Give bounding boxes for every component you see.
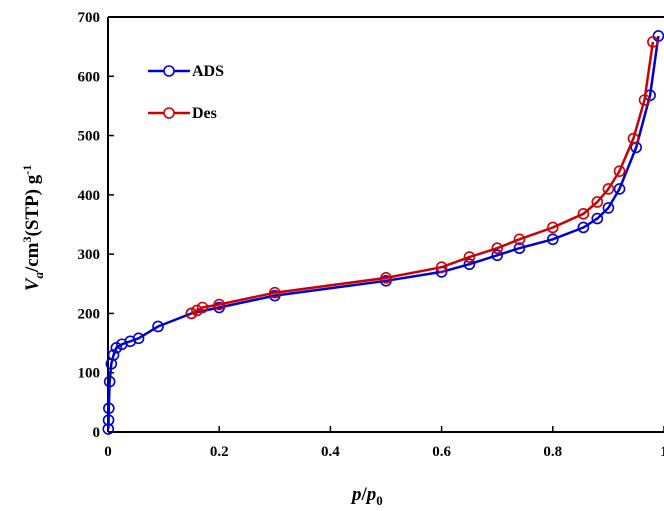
data-point-des [577,208,590,220]
y-title-sub-a: a [31,272,46,279]
data-point-des [185,307,198,320]
x-title-sep: / [361,484,368,505]
data-point-ads [613,183,626,195]
y-title-v: V [22,277,43,291]
data-point-ads [107,349,120,361]
series-line-des [190,41,655,315]
data-point-des [627,132,640,145]
legend-label-ads: ADS [192,63,224,80]
data-point-des [647,36,659,48]
x-ticks: 0 0.2 0.4 0.6 0.8 1 [104,426,664,460]
data-point-ads [132,332,145,345]
data-point-ads [463,258,476,271]
data-point-ads [103,375,116,388]
x-tick-label: 1 [660,444,664,460]
data-point-ads [103,402,115,415]
data-point-des [613,165,626,177]
data-point-ads [213,301,225,314]
data-point-ads [577,221,590,234]
x-tick-label: 0.4 [321,444,340,460]
x-tick-label: 0.2 [210,444,229,460]
data-point-des [268,286,281,299]
x-title-p0: p [365,484,377,505]
data-point-des [591,196,604,208]
x-tick-label: 0.6 [432,444,451,460]
legend-label-des: Des [192,105,217,122]
x-tick-label: 0.8 [543,444,562,460]
data-point-des [380,272,392,284]
y-title-sup3: 3 [20,237,34,243]
x-tick-label: 0 [104,444,112,460]
data-point-ads [380,275,392,287]
y-ticks: 0 100 200 300 400 500 600 700 [78,10,114,441]
data-point-des [191,304,203,317]
y-tick-label: 200 [78,306,101,322]
y-tick-label: 500 [78,129,101,145]
y-tick-label: 600 [78,69,101,85]
data-point-des [546,221,559,234]
data-point-des [196,301,209,314]
data-point-ads [268,289,281,302]
data-point-ads [102,414,115,426]
series-layer [102,30,664,435]
x-title-sub: 0 [376,493,383,508]
data-point-ads [546,233,559,246]
plot-area: 0 0.2 0.4 0.6 0.8 1 0 100 200 300 400 500 600 700 [78,10,664,460]
x-axis-title: p/p0 [350,484,383,508]
y-tick-label: 700 [78,10,101,26]
y-tick-label: 400 [78,188,101,204]
y-axis-title: Va/cm3(STP) g-1 [20,165,46,291]
series-des [185,36,659,320]
y-title-rest: (STP) g [22,174,43,236]
legend-marker-ads [163,65,175,77]
data-point-ads [513,242,526,255]
y-title-cm: /cm [22,242,43,273]
data-point-ads [591,212,604,225]
legend-marker-des [163,107,175,119]
series-line-ads [107,35,660,430]
data-point-des [513,233,526,246]
data-point-des [463,251,476,263]
legend: ADS Des [148,63,224,122]
data-point-ads [491,249,504,262]
data-point-des [491,242,504,255]
y-tick-label: 0 [93,425,101,441]
y-title-supneg: -1 [20,165,34,175]
x-title-p: p [350,484,362,505]
data-point-des [602,183,615,195]
series-ads [102,30,664,435]
legend-item-ads: ADS [148,63,224,80]
y-tick-label: 300 [78,247,101,263]
legend-item-des: Des [148,105,217,122]
y-tick-label: 100 [78,366,101,382]
data-point-des [213,298,225,311]
data-point-ads [602,202,615,214]
data-point-des [435,261,448,273]
data-point-des [638,94,651,106]
data-point-ads [102,423,115,435]
data-point-ads [152,320,164,333]
